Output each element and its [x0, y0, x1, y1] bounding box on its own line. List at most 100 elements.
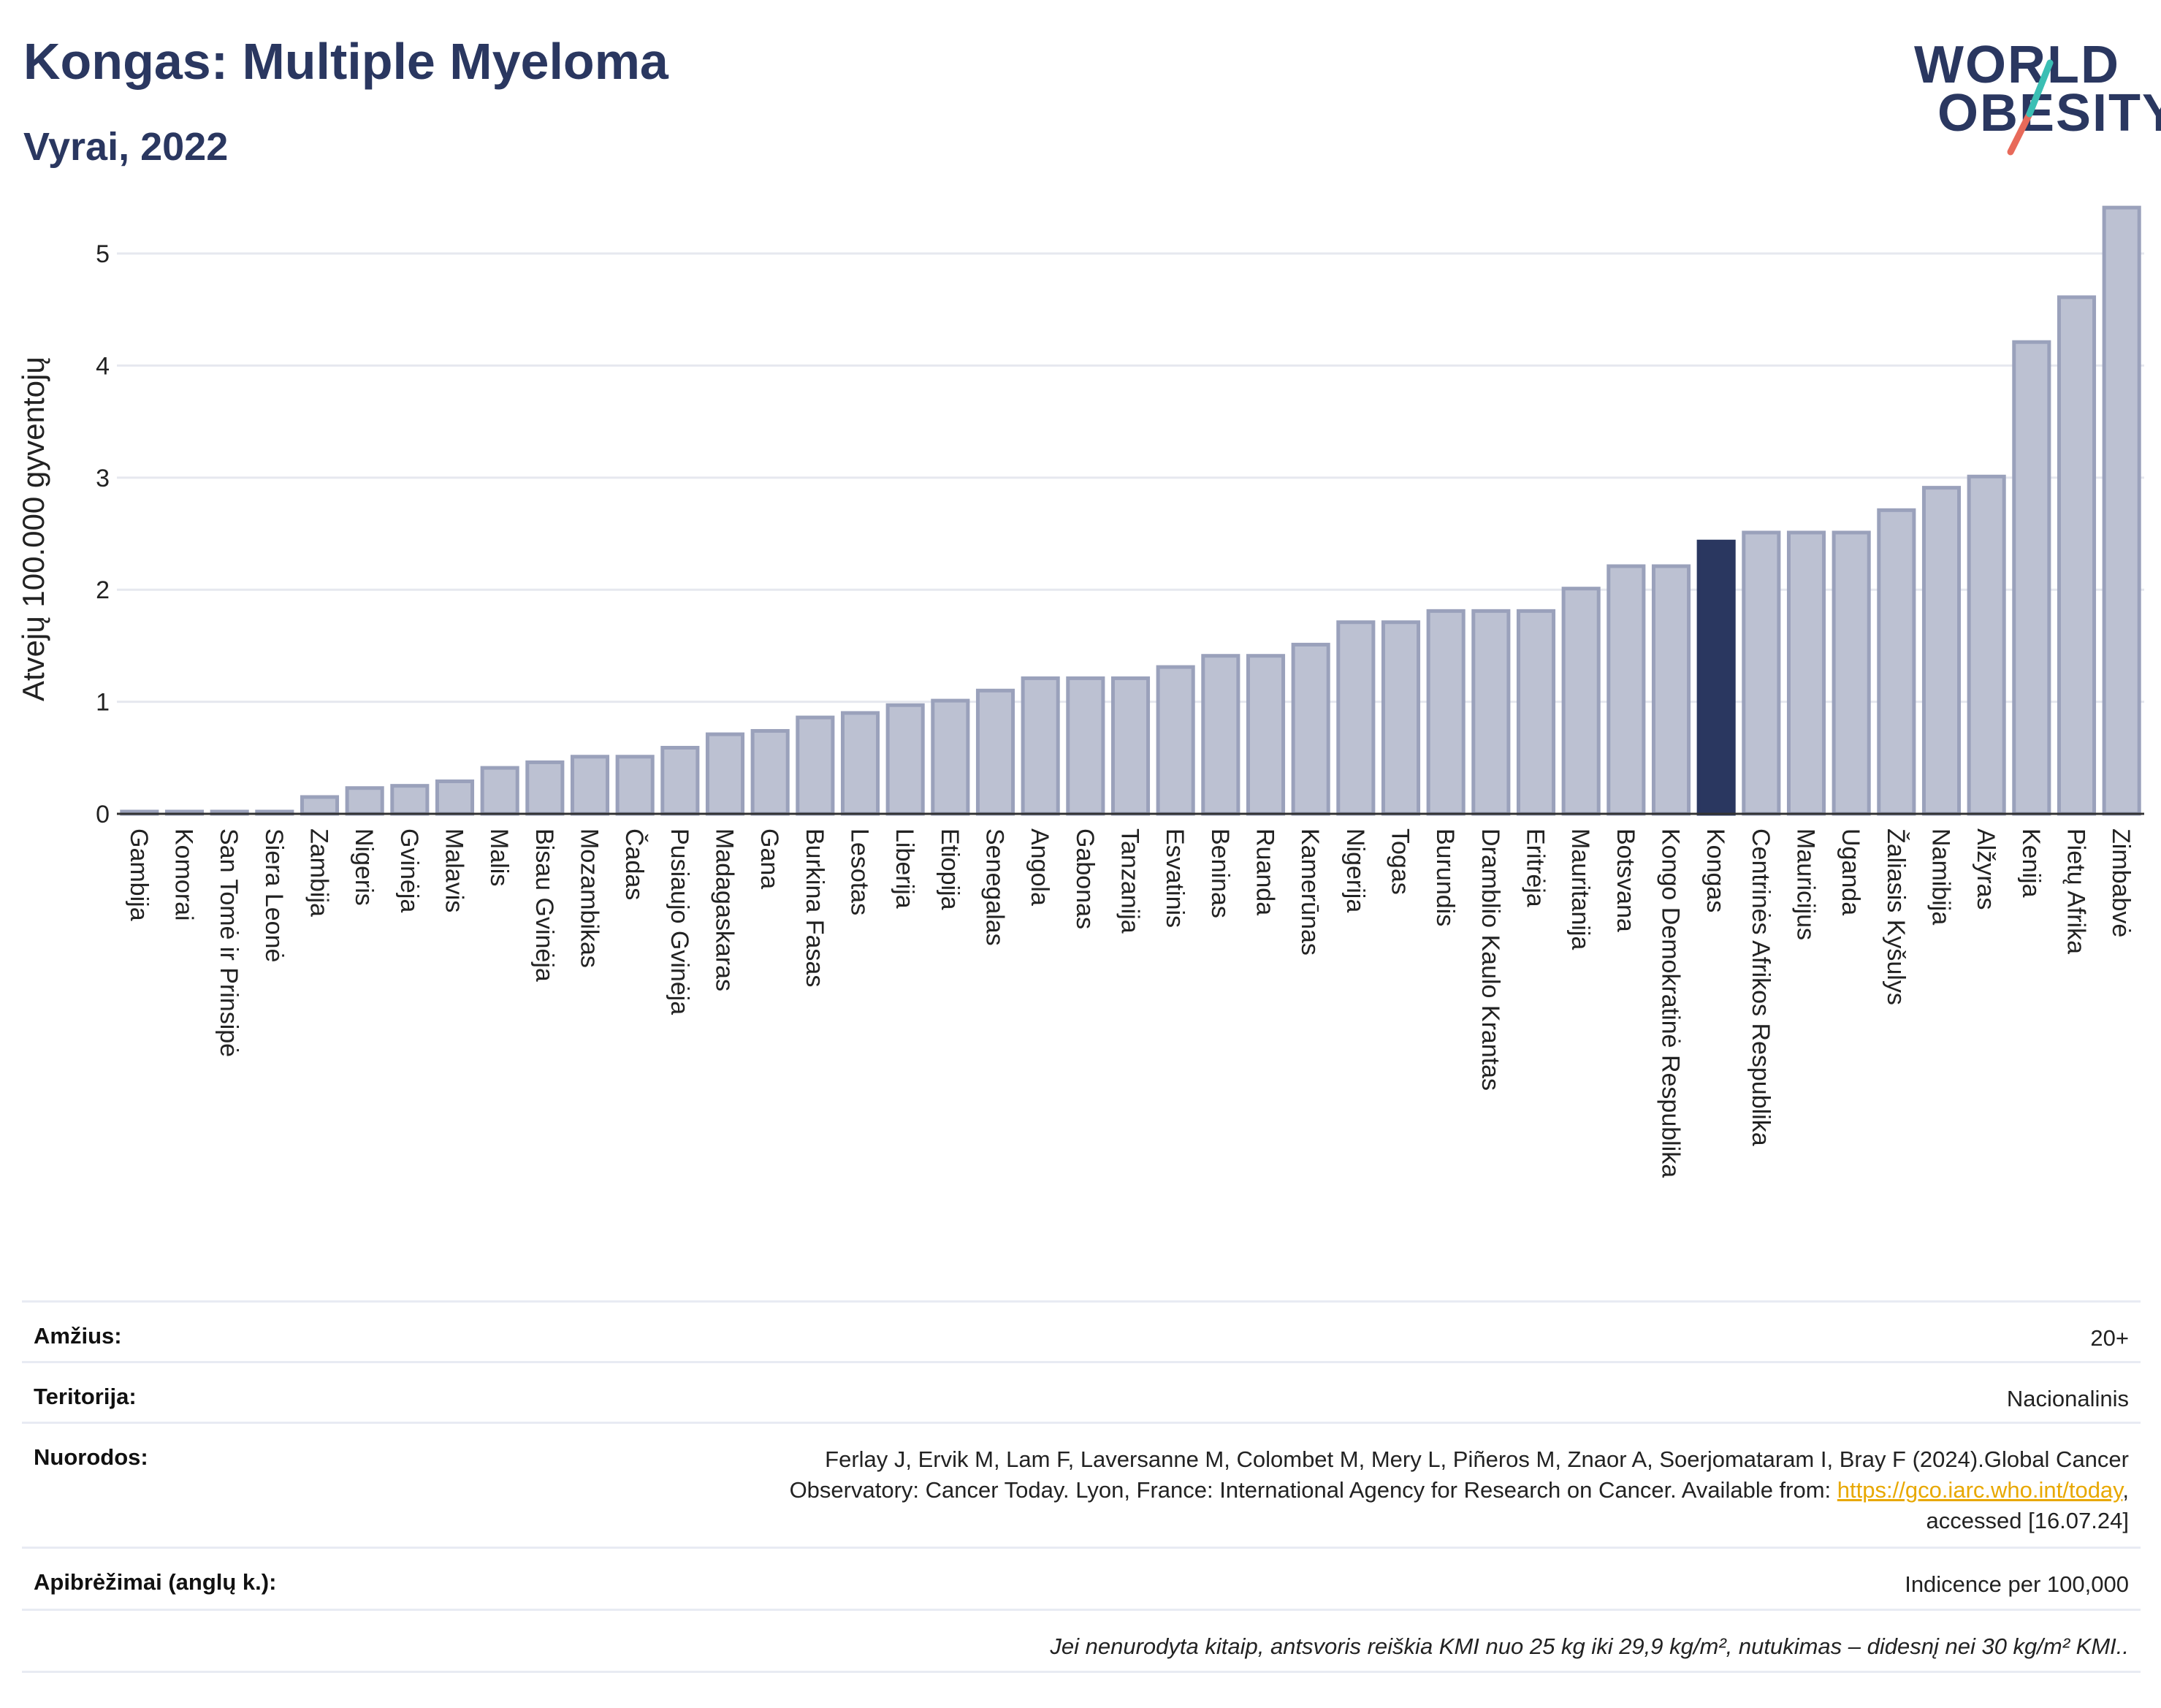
references-value: Ferlay J, Ervik M, Lam F, Laversanne M, … — [790, 1444, 2129, 1536]
bar — [1742, 530, 1781, 816]
x-tick-label: Beninas — [1206, 828, 1234, 918]
x-tick-label: Uganda — [1837, 828, 1864, 915]
bar — [1291, 642, 1330, 816]
bar — [1696, 539, 1736, 816]
y-tick-label: 0 — [96, 801, 110, 828]
references-line-1: Ferlay J, Ervik M, Lam F, Laversanne M, … — [825, 1446, 2129, 1472]
x-tick-label: Togas — [1387, 828, 1414, 895]
x-tick-label: San Tomė ir Prinsipė — [215, 828, 243, 1057]
logo-word-obesity: OBESITY — [1937, 84, 2161, 142]
x-tick-label: Nigerija — [1341, 828, 1369, 912]
bar — [1471, 609, 1511, 816]
bar — [1607, 564, 1646, 816]
bar — [1651, 564, 1691, 816]
x-tick-label: Zambija — [305, 828, 333, 917]
y-tick-label: 4 — [96, 352, 110, 380]
bar — [480, 766, 519, 816]
x-tick-label: Mauritanija — [1566, 828, 1594, 950]
x-tick-label: Malis — [485, 828, 513, 886]
x-tick-label: Mauricijus — [1792, 828, 1820, 940]
x-tick-label: Nigeris — [350, 828, 378, 906]
x-tick-label: Etiopija — [936, 828, 964, 910]
x-tick-label: Gambija — [125, 828, 153, 921]
meta-row-definitions: Apibrėžimai (anglų k.): Indicence per 10… — [22, 1547, 2141, 1609]
x-tick-label: Kamerūnas — [1296, 828, 1324, 956]
references-line-2: Observatory: Cancer Today. Lyon, France:… — [790, 1475, 2129, 1506]
bar — [931, 698, 970, 816]
bar — [1201, 654, 1240, 816]
x-tick-label: Kongas — [1701, 828, 1729, 912]
bar — [1021, 676, 1060, 816]
bar — [1516, 609, 1556, 816]
x-tick-label: Ruanda — [1251, 828, 1279, 915]
x-tick-label: Botsvana — [1612, 828, 1639, 932]
x-tick-label: Senegalas — [981, 828, 1009, 946]
bar — [1066, 676, 1105, 816]
x-tick-label: Eritrėja — [1522, 828, 1550, 907]
meta-row-territory: Teritorija: Nacionalinis — [22, 1361, 2141, 1422]
bar — [705, 732, 745, 816]
metadata-table: Amžius: 20+ Teritorija: Nacionalinis Nuo… — [22, 1300, 2141, 1673]
x-tick-label: Gabonas — [1071, 828, 1099, 929]
bar — [796, 715, 835, 816]
bar — [435, 779, 475, 816]
x-tick-label: Malavis — [441, 828, 468, 912]
x-tick-label: Angola — [1026, 828, 1053, 906]
world-obesity-logo: WORLD OBESITY — [1899, 35, 2161, 159]
meta-row-note: Jei nenurodyta kitaip, antsvoris reiškia… — [22, 1609, 2141, 1673]
x-tick-label: Kenija — [2017, 828, 2045, 898]
meta-row-age: Amžius: 20+ — [22, 1300, 2141, 1361]
x-tick-label: Burkina Fasas — [801, 828, 828, 987]
bar — [1967, 474, 2006, 816]
footnote: Jei nenurodyta kitaip, antsvoris reiškia… — [1050, 1633, 2129, 1659]
meta-row-references: Nuorodos: Ferlay J, Ervik M, Lam F, Lave… — [22, 1422, 2141, 1547]
page-subtitle: Vyrai, 2022 — [23, 125, 229, 169]
x-tick-label: Tanzanija — [1116, 828, 1144, 934]
y-tick-label: 2 — [96, 576, 110, 604]
x-tick-label: Siera Leonė — [260, 828, 288, 962]
x-tick-label: Žaliasis Kyšulys — [1882, 828, 1910, 1005]
bar — [615, 755, 655, 816]
logo-word-world: WORLD — [1914, 36, 2120, 94]
bar — [525, 760, 565, 816]
x-tick-label: Esvatinis — [1161, 828, 1189, 928]
bar — [840, 711, 880, 816]
references-label: Nuorodos: — [34, 1444, 148, 1470]
references-line-2-text: Observatory: Cancer Today. Lyon, France:… — [789, 1477, 1837, 1503]
bar — [1110, 676, 1151, 816]
y-tick-label: 5 — [96, 240, 110, 268]
references-link[interactable]: https://gco.iarc.who.int/today — [1837, 1477, 2123, 1503]
bar — [1426, 609, 1466, 816]
bar — [2102, 205, 2141, 816]
bar — [300, 795, 340, 816]
x-tick-label: Burundis — [1431, 828, 1459, 926]
definitions-value: Indicence per 100,000 — [1905, 1571, 2129, 1597]
x-tick-label: Pietų Afrika — [2062, 828, 2090, 954]
references-line-2-end: , — [2122, 1477, 2129, 1503]
bar — [1877, 508, 1916, 816]
bar — [1246, 654, 1286, 816]
bar — [1786, 530, 1826, 816]
logo-slash-icon — [2007, 59, 2054, 156]
x-tick-label: Liberija — [891, 828, 918, 909]
bar — [345, 786, 384, 816]
age-value: 20+ — [2090, 1325, 2129, 1351]
y-tick-label: 1 — [96, 689, 110, 717]
x-tick-label: Kongo Demokratinė Respublika — [1657, 828, 1685, 1178]
x-tick-label: Komorai — [170, 828, 198, 921]
y-tick-label: 3 — [96, 465, 110, 492]
bar — [570, 755, 610, 816]
x-tick-label: Alžyras — [1972, 828, 2000, 910]
x-tick-label: Lesotas — [846, 828, 874, 915]
bar — [975, 688, 1015, 816]
bar — [1381, 620, 1421, 816]
x-tick-label: Namibija — [1927, 828, 1955, 925]
territory-label: Teritorija: — [34, 1384, 137, 1409]
bar — [1156, 665, 1195, 816]
bar — [660, 745, 700, 816]
bar — [2057, 295, 2097, 816]
territory-value: Nacionalinis — [2006, 1386, 2129, 1411]
age-label: Amžius: — [34, 1323, 122, 1349]
bar — [1921, 486, 1962, 816]
bar — [1832, 530, 1871, 816]
